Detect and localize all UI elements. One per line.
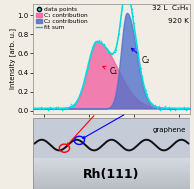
Bar (33, 175, 190, 176)
Bar (33, 178, 190, 179)
Bar (33, 174, 190, 175)
Bar (33, 160, 190, 161)
Y-axis label: Intensity [arb. u.]: Intensity [arb. u.] (10, 28, 16, 89)
Bar (33, 179, 190, 180)
Bar (33, 164, 190, 165)
Bar (33, 185, 190, 186)
Bar (33, 163, 190, 164)
Bar (33, 165, 190, 166)
Bar (33, 169, 190, 170)
Bar (33, 181, 190, 182)
Bar (33, 182, 190, 183)
Legend: data points, C₁ contribution, C₂ contribution, fit sum: data points, C₁ contribution, C₂ contrib… (36, 7, 88, 30)
Bar (33, 157, 190, 158)
Bar (33, 171, 190, 172)
Text: 920 K: 920 K (168, 18, 189, 24)
Text: C₁: C₁ (103, 66, 118, 75)
Bar (33, 158, 190, 159)
Text: C₂: C₂ (131, 48, 150, 65)
Bar (33, 173, 190, 174)
Bar (33, 188, 190, 189)
Bar (33, 183, 190, 184)
Bar (33, 159, 190, 160)
Bar (33, 184, 190, 185)
Bar (33, 177, 190, 178)
Bar (33, 176, 190, 177)
X-axis label: Binding energy [eV]: Binding energy [eV] (77, 125, 146, 132)
Text: Rh(111): Rh(111) (83, 168, 140, 181)
Bar (33, 180, 190, 181)
Bar (33, 166, 190, 167)
Text: graphene: graphene (153, 127, 186, 133)
Bar (33, 186, 190, 187)
Bar (33, 168, 190, 169)
Bar (33, 118, 190, 158)
Bar (33, 161, 190, 162)
Bar (33, 167, 190, 168)
Text: 32 L  C₂H₆: 32 L C₂H₆ (152, 5, 189, 11)
Bar (33, 170, 190, 171)
Bar (33, 162, 190, 163)
Bar (33, 172, 190, 173)
Bar (33, 187, 190, 188)
